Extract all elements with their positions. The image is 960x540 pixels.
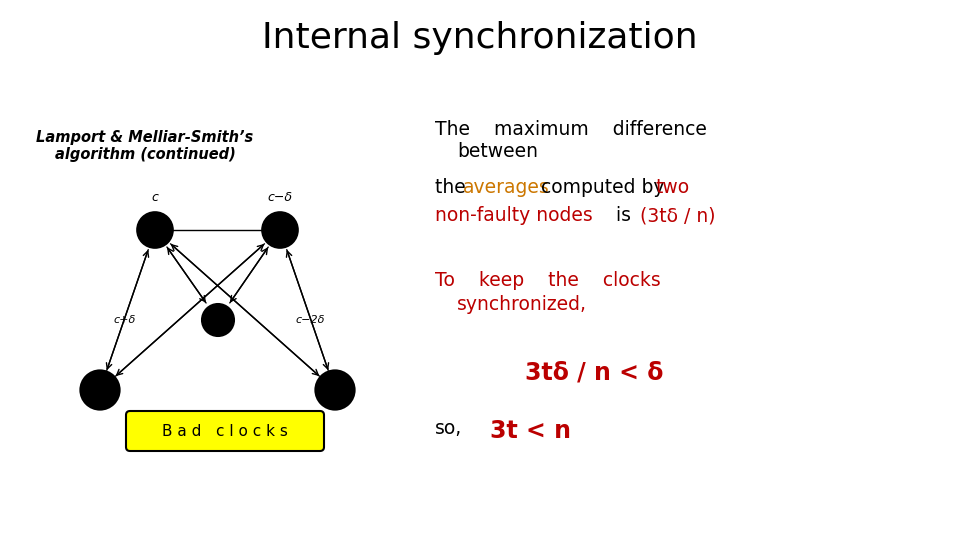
Circle shape [315,370,355,410]
Text: 3t < n: 3t < n [490,419,571,443]
Text: the: the [435,178,471,197]
Text: c+δ: c+δ [114,315,136,325]
Circle shape [81,370,120,410]
Text: j: j [278,223,282,237]
Text: computed by: computed by [535,178,670,197]
Text: The    maximum    difference: The maximum difference [435,120,707,139]
Text: averages: averages [463,178,550,197]
Text: c−δ: c−δ [268,191,293,204]
Text: non-faulty nodes: non-faulty nodes [435,206,592,225]
Text: Lamport & Melliar-Smith’s
algorithm (continued): Lamport & Melliar-Smith’s algorithm (con… [36,130,253,163]
Text: between: between [457,142,538,161]
Circle shape [137,212,173,248]
Text: is: is [610,206,637,225]
Text: c: c [152,191,158,204]
Text: B a d   c l o c k s: B a d c l o c k s [162,423,288,438]
Text: Internal synchronization: Internal synchronization [262,21,698,55]
Circle shape [202,304,234,336]
Text: c−2δ: c−2δ [296,315,324,325]
Circle shape [262,212,298,248]
Text: (3tδ / n): (3tδ / n) [640,206,715,225]
FancyBboxPatch shape [126,411,324,451]
Text: i: i [153,223,156,237]
Text: 3tδ / n < δ: 3tδ / n < δ [525,361,663,385]
Text: k: k [214,314,222,327]
Text: so,: so, [435,419,463,438]
Text: To    keep    the    clocks: To keep the clocks [435,271,660,290]
Text: synchronized,: synchronized, [457,295,587,314]
Text: two: two [655,178,689,197]
